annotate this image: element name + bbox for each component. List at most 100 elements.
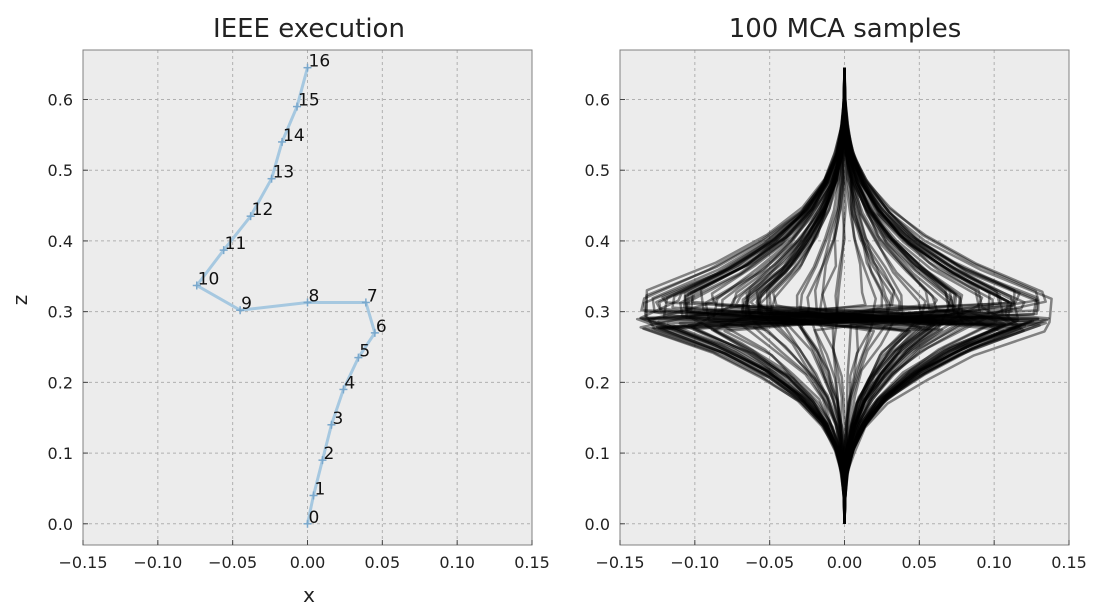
mca-sample-line xyxy=(774,67,847,524)
mca-sample-line xyxy=(756,67,956,524)
point-label: 9 xyxy=(241,294,252,314)
x-tick-label: 0.00 xyxy=(290,553,326,572)
x-tick-label: 0.10 xyxy=(976,553,1012,572)
mca-sample-line xyxy=(666,67,894,524)
mca-sample-line xyxy=(651,67,847,524)
mca-sample-line xyxy=(843,67,1014,524)
mca-sample-line xyxy=(835,67,1005,524)
mca-sample-line xyxy=(710,67,1013,524)
mca-sample-line xyxy=(749,67,1032,524)
mca-sample-line xyxy=(639,67,846,524)
x-tick-label: 0.05 xyxy=(365,553,401,572)
mca-sample-line xyxy=(744,67,846,524)
point-label: 11 xyxy=(225,234,247,254)
x-axis-label: x xyxy=(303,583,315,607)
mca-sample-line xyxy=(843,67,984,524)
x-tick-label: 0.15 xyxy=(1051,553,1087,572)
y-tick-label: 0.0 xyxy=(585,515,610,534)
x-tick-label: 0.10 xyxy=(439,553,475,572)
mca-sample-line xyxy=(712,67,846,524)
mca-sample-line xyxy=(687,67,944,524)
mca-sample-line xyxy=(759,67,1006,524)
mca-sample-line xyxy=(657,67,1026,524)
mca-sample-line xyxy=(662,67,958,524)
point-label: 2 xyxy=(323,444,334,464)
mca-sample-line xyxy=(843,67,1047,524)
mca-sample-line xyxy=(642,67,958,524)
y-tick-label: 0.6 xyxy=(585,91,610,110)
mca-sample-line xyxy=(690,67,847,524)
point-label: 14 xyxy=(283,126,305,146)
mca-sample-line xyxy=(752,67,1001,524)
point-label: 12 xyxy=(252,200,274,220)
mca-sample-line xyxy=(843,67,974,524)
point-label: 8 xyxy=(309,286,320,306)
mca-sample-line xyxy=(689,67,1023,524)
mca-sample-line xyxy=(843,67,1007,524)
mca-sample-line xyxy=(683,67,998,524)
mca-sample-line xyxy=(763,67,1021,524)
x-tick-label: −0.05 xyxy=(745,553,794,572)
mca-sample-line xyxy=(639,67,846,524)
chart-title-left: IEEE execution xyxy=(213,14,405,44)
mca-sample-line xyxy=(842,67,1016,524)
x-tick-label: 0.00 xyxy=(827,553,863,572)
ieee-path-series xyxy=(192,63,379,528)
point-label: 16 xyxy=(309,52,331,72)
mca-sample-line xyxy=(723,67,951,524)
point-label: 5 xyxy=(359,342,370,362)
y-tick-label: 0.3 xyxy=(48,303,73,322)
y-tick-label: 0.3 xyxy=(585,303,610,322)
mca-sample-line xyxy=(842,67,1050,524)
mca-sample-line xyxy=(658,67,912,524)
mca-sample-line xyxy=(687,67,867,524)
mca-samples-series xyxy=(635,67,1053,524)
y-tick-label: 0.1 xyxy=(585,444,610,463)
x-tick-label: −0.10 xyxy=(133,553,182,572)
y-tick-label: 0.6 xyxy=(48,91,73,110)
mca-sample-line xyxy=(799,67,896,524)
y-tick-label: 0.1 xyxy=(48,444,73,463)
mca-sample-line xyxy=(740,67,1019,524)
mca-sample-line xyxy=(659,67,1012,524)
point-label: 4 xyxy=(344,373,355,393)
point-label: 7 xyxy=(367,286,378,306)
x-tick-label: −0.05 xyxy=(208,553,257,572)
mca-sample-line xyxy=(821,67,1020,524)
mca-sample-line xyxy=(685,67,847,524)
mca-sample-line xyxy=(843,67,1041,524)
mca-sample-line xyxy=(712,67,990,524)
mca-sample-line xyxy=(795,67,936,524)
mca-sample-line xyxy=(740,67,917,524)
mca-sample-line xyxy=(671,67,904,524)
point-label: 3 xyxy=(332,409,343,429)
x-tick-label: −0.15 xyxy=(595,553,644,572)
y-tick-label: 0.2 xyxy=(48,373,73,392)
mca-sample-line xyxy=(813,67,927,524)
mca-sample-line xyxy=(842,67,964,524)
y-tick-label: 0.4 xyxy=(48,232,73,251)
mca-sample-line xyxy=(843,67,994,524)
mca-sample-line xyxy=(661,67,1049,524)
mca-sample-line xyxy=(843,67,1025,524)
mca-sample-line xyxy=(699,67,939,524)
mca-sample-line xyxy=(842,67,1040,524)
mca-sample-line xyxy=(799,67,847,524)
mca-sample-line xyxy=(648,67,846,524)
x-tick-label: 0.05 xyxy=(902,553,938,572)
mca-sample-line xyxy=(744,67,847,524)
mca-sample-line xyxy=(671,67,936,524)
y-axis-ticks-left: 0.0 0.1 0.2 0.3 0.4 0.5 0.6 xyxy=(48,91,88,534)
mca-sample-line xyxy=(644,67,1048,524)
mca-sample-line xyxy=(729,67,1001,524)
mca-sample-line xyxy=(639,67,896,524)
mca-sample-line xyxy=(757,67,846,524)
point-label: 6 xyxy=(376,317,387,337)
mca-sample-line xyxy=(720,67,911,524)
mca-sample-line xyxy=(843,67,939,524)
x-axis-ticks-right: −0.15 −0.10 −0.05 0.00 0.05 0.10 0.15 xyxy=(595,540,1087,572)
mca-sample-line xyxy=(682,67,1027,524)
